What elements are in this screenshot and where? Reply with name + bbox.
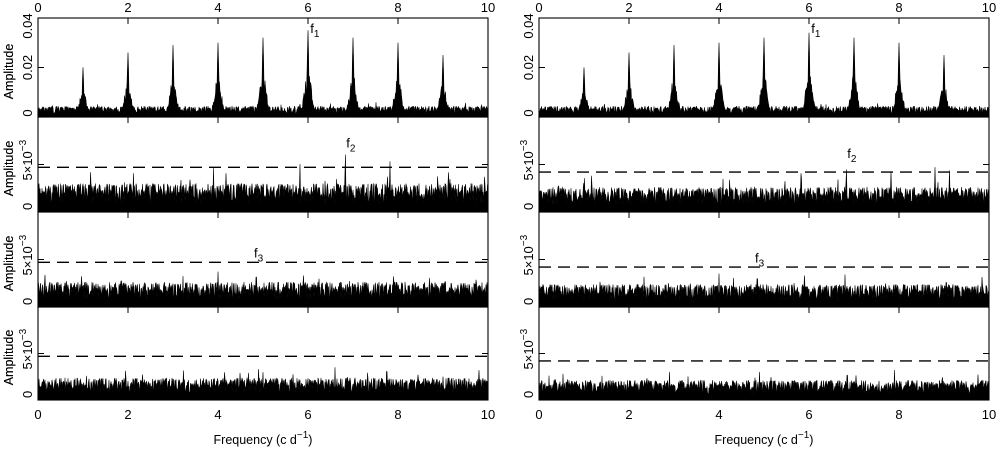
x-tick-label-top: 0: [535, 0, 542, 15]
x-axis-title-end: ): [308, 433, 312, 447]
y-tick-label: 5×10−3: [18, 234, 35, 275]
amplitude-spectrum: [538, 273, 990, 308]
x-axis-title-end: ): [809, 433, 813, 447]
peak-label: f1: [310, 21, 320, 40]
y-tick-label: 0: [20, 109, 35, 116]
y-tick-exponent: −3: [519, 139, 530, 151]
y-tick-exponent: −3: [18, 234, 29, 246]
y-tick-exponent: −3: [519, 234, 530, 246]
y-tick-label: 0: [521, 109, 536, 116]
x-tick-label-top: 6: [805, 0, 812, 15]
x-tick-label-bottom: 8: [895, 407, 902, 422]
x-tick-label-top: 2: [124, 0, 131, 15]
y-tick-label: 0: [20, 391, 35, 398]
x-axis-title: Frequency (c d−1): [715, 430, 814, 447]
amplitude-spectrum: [538, 167, 990, 213]
x-tick-label-bottom: 10: [481, 407, 495, 422]
y-tick-label: 5×10−3: [18, 139, 35, 180]
y-axis-title: Amplitude: [2, 44, 16, 100]
y-tick-label: 0.02: [20, 55, 35, 80]
x-tick-label-bottom: 0: [535, 407, 542, 422]
x-tick-label-bottom: 6: [805, 407, 812, 422]
x-tick-label-bottom: 8: [394, 407, 401, 422]
y-axis-title: Amplitude: [2, 330, 16, 386]
x-axis-title: Frequency (c d−1): [214, 430, 313, 447]
x-tick-label-top: 4: [214, 0, 221, 15]
x-tick-label-bottom: 10: [982, 407, 996, 422]
panel-1: 0 0.02 0.04 Amplitude f1: [2, 13, 990, 118]
x-tick-label-top: 8: [394, 0, 401, 15]
x-tick-label-bottom: 0: [34, 407, 41, 422]
amplitude-spectrum: [37, 154, 489, 213]
x-tick-label-bottom: 2: [124, 407, 131, 422]
y-axis-title: Amplitude: [2, 330, 16, 386]
y-tick-label: 5×10−3: [519, 139, 536, 180]
y-tick-label: 0: [20, 298, 35, 305]
y-tick-label: 0: [20, 203, 35, 210]
y-tick-exponent: −3: [18, 139, 29, 151]
x-tick-label-top: 0: [34, 0, 41, 15]
y-tick-label: 0.02: [521, 55, 536, 80]
amplitude-spectrum: [538, 32, 990, 118]
y-tick-label: 0: [521, 298, 536, 305]
x-tick-label-top: 8: [895, 0, 902, 15]
peak-label-subscript: 1: [314, 29, 320, 40]
y-tick-label: 0.04: [521, 13, 536, 38]
peak-label: f1: [811, 21, 821, 40]
y-axis-title: Amplitude: [2, 44, 16, 100]
y-axis-title: Amplitude: [2, 141, 16, 197]
x-tick-label-bottom: 2: [625, 407, 632, 422]
y-tick-label: 0: [521, 203, 536, 210]
y-tick-label: 0.04: [20, 13, 35, 38]
peak-label-subscript: 1: [815, 29, 821, 40]
x-tick-label-bottom: 4: [214, 407, 221, 422]
amplitude-spectrum: [37, 30, 489, 118]
y-axis-title: Amplitude: [2, 141, 16, 197]
peak-label: f2: [847, 146, 857, 165]
y-axis-title: Amplitude: [2, 236, 16, 292]
x-tick-label-bottom: 6: [304, 407, 311, 422]
y-axis-title: Amplitude: [2, 236, 16, 292]
x-tick-label-top: 4: [715, 0, 722, 15]
y-tick-label: 5×10−3: [18, 328, 35, 369]
y-tick-label: 5×10−3: [519, 328, 536, 369]
peak-label-subscript: 2: [851, 154, 857, 165]
y-tick-label: 0: [521, 391, 536, 398]
peak-label-subscript: 2: [350, 143, 356, 154]
x-tick-label-top: 10: [982, 0, 996, 15]
y-tick-label: 5×10−3: [519, 234, 536, 275]
x-tick-label-top: 10: [481, 0, 495, 15]
panel-1: 0 0.02 0.04 Amplitude f1: [2, 13, 489, 118]
amplitude-spectrum: [37, 271, 489, 308]
x-axis-title-exponent: −1: [798, 430, 810, 441]
x-axis-title-exponent: −1: [297, 430, 309, 441]
amplitude-spectrum: [538, 369, 990, 401]
x-tick-label-top: 2: [625, 0, 632, 15]
amplitude-spectrum: [37, 367, 489, 401]
peak-label: f3: [755, 250, 765, 269]
x-tick-label-top: 6: [304, 0, 311, 15]
peak-label-subscript: 3: [258, 254, 264, 265]
peak-label: f3: [254, 246, 264, 265]
peak-label-subscript: 3: [759, 258, 765, 269]
peak-label: f2: [346, 135, 356, 154]
y-tick-exponent: −3: [519, 328, 530, 340]
x-tick-label-bottom: 4: [715, 407, 722, 422]
y-tick-exponent: −3: [18, 328, 29, 340]
